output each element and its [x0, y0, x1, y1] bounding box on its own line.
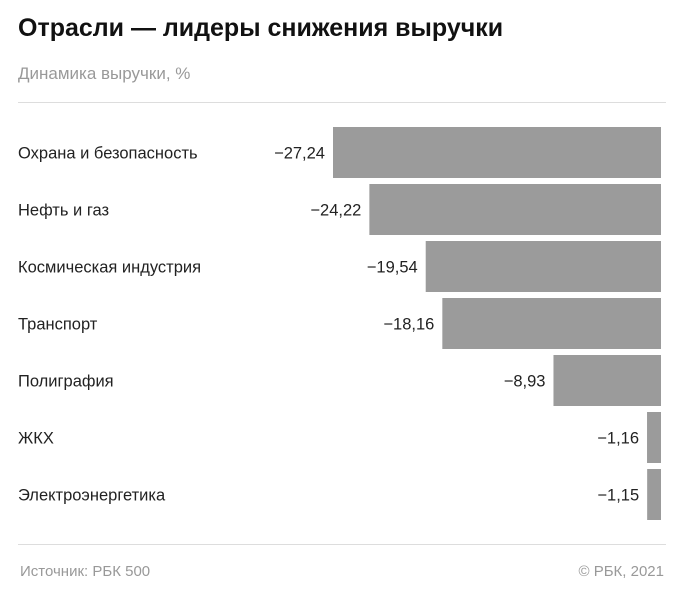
- bar: [553, 355, 661, 406]
- category-label: Космическая индустрия: [18, 259, 201, 277]
- header-divider: [18, 102, 666, 103]
- category-label: Полиграфия: [18, 373, 114, 391]
- bar: [442, 298, 661, 349]
- source-note: Источник: РБК 500: [20, 563, 151, 580]
- category-label: Нефть и газ: [18, 202, 109, 220]
- value-label: −24,22: [310, 202, 361, 220]
- category-label: Электроэнергетика: [18, 487, 166, 505]
- category-label: Транспорт: [18, 316, 98, 334]
- value-label: −27,24: [274, 145, 325, 163]
- bar: [647, 469, 661, 520]
- category-label: Охрана и безопасность: [18, 145, 198, 163]
- value-label: −18,16: [383, 316, 434, 334]
- value-label: −1,16: [597, 430, 639, 448]
- value-label: −8,93: [504, 373, 546, 391]
- chart-title: Отрасли — лидеры снижения выручки: [18, 14, 504, 42]
- category-label: ЖКХ: [18, 430, 54, 448]
- copyright: © РБК, 2021: [578, 563, 664, 580]
- value-label: −19,54: [367, 259, 418, 277]
- bar: [369, 184, 661, 235]
- bar: [425, 241, 661, 292]
- chart-subtitle: Динамика выручки, %: [18, 64, 191, 83]
- bar: [333, 127, 661, 178]
- value-label: −1,15: [597, 487, 639, 505]
- footer-divider: [18, 544, 666, 545]
- bar: [647, 412, 661, 463]
